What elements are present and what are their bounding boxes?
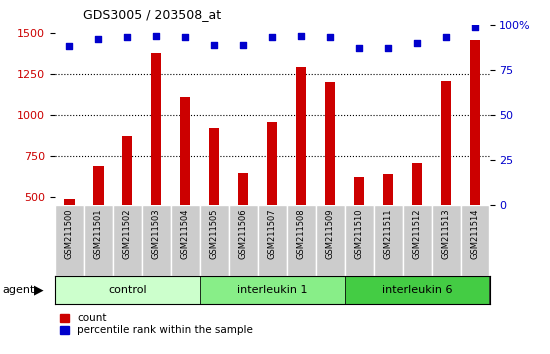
Text: ▶: ▶ <box>34 284 44 297</box>
Bar <box>113 205 142 276</box>
Text: GSM211504: GSM211504 <box>181 209 190 259</box>
Point <box>384 45 393 51</box>
Point <box>355 45 364 51</box>
Point <box>471 24 480 29</box>
Bar <box>460 205 490 276</box>
Text: GSM211511: GSM211511 <box>383 209 393 259</box>
Text: GSM211502: GSM211502 <box>123 209 132 259</box>
Legend: count, percentile rank within the sample: count, percentile rank within the sample <box>60 313 253 335</box>
Bar <box>55 205 84 276</box>
Bar <box>345 205 373 276</box>
Bar <box>432 205 460 276</box>
Text: GSM211501: GSM211501 <box>94 209 103 259</box>
Text: GSM211509: GSM211509 <box>326 209 335 259</box>
Bar <box>325 82 336 279</box>
Bar <box>345 276 490 304</box>
Text: GSM211514: GSM211514 <box>470 209 480 259</box>
Bar <box>296 68 306 279</box>
Bar <box>383 174 393 279</box>
Bar <box>209 128 219 279</box>
Bar <box>412 162 422 279</box>
Bar <box>84 205 113 276</box>
Bar <box>373 205 403 276</box>
Text: agent: agent <box>3 285 35 295</box>
Bar <box>403 205 432 276</box>
Point <box>94 36 103 42</box>
Point <box>268 35 277 40</box>
Text: GSM211512: GSM211512 <box>412 209 422 259</box>
Point <box>181 35 190 40</box>
Bar <box>441 81 451 279</box>
Bar <box>229 205 258 276</box>
Text: interleukin 6: interleukin 6 <box>382 285 452 295</box>
Bar <box>180 97 190 279</box>
Bar <box>151 53 162 279</box>
Bar <box>94 166 103 279</box>
Point <box>297 33 306 39</box>
Point <box>152 33 161 39</box>
Bar <box>64 199 75 279</box>
Bar <box>354 177 364 279</box>
Bar <box>142 205 171 276</box>
Text: GDS3005 / 203508_at: GDS3005 / 203508_at <box>82 8 221 21</box>
Bar <box>258 205 287 276</box>
Point <box>326 35 334 40</box>
Bar <box>470 40 480 279</box>
Bar <box>238 173 249 279</box>
Point <box>123 35 132 40</box>
Bar <box>287 205 316 276</box>
Point <box>442 35 450 40</box>
Point <box>65 44 74 49</box>
Text: GSM211508: GSM211508 <box>296 209 306 259</box>
Bar <box>200 205 229 276</box>
Text: control: control <box>108 285 147 295</box>
Bar <box>122 136 133 279</box>
Text: GSM211513: GSM211513 <box>442 209 450 259</box>
Text: GSM211506: GSM211506 <box>239 209 248 259</box>
Text: GSM211500: GSM211500 <box>65 209 74 259</box>
Bar <box>200 276 345 304</box>
Text: GSM211510: GSM211510 <box>355 209 364 259</box>
Bar <box>316 205 345 276</box>
Bar <box>267 122 277 279</box>
Text: interleukin 1: interleukin 1 <box>237 285 307 295</box>
Point <box>210 42 219 47</box>
Point <box>412 40 421 46</box>
Bar <box>55 276 200 304</box>
Text: GSM211507: GSM211507 <box>268 209 277 259</box>
Point <box>239 42 248 47</box>
Text: GSM211503: GSM211503 <box>152 209 161 259</box>
Text: GSM211505: GSM211505 <box>210 209 219 259</box>
Bar <box>171 205 200 276</box>
